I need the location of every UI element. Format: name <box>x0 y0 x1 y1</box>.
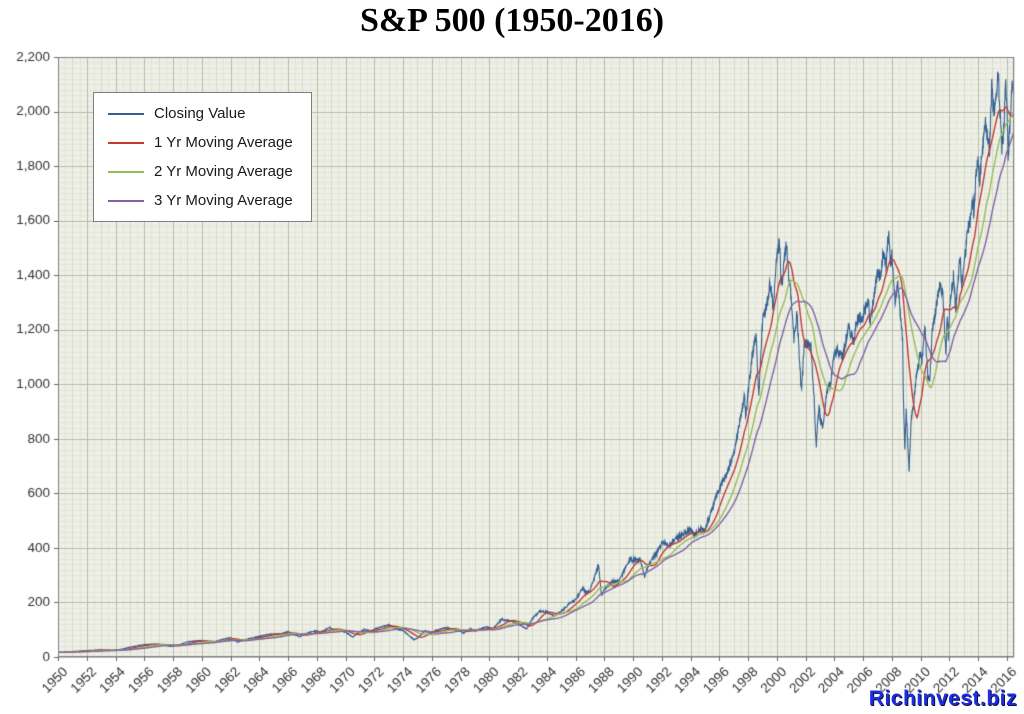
legend-label-3yr: 3 Yr Moving Average <box>154 192 293 209</box>
watermark: Richinvest.biz <box>868 687 1017 710</box>
legend-line-swatch-3yr <box>108 199 144 202</box>
chart-title: S&P 500 (1950-2016) <box>359 2 665 39</box>
legend-line-swatch-1yr <box>108 141 144 144</box>
legend-label-1yr: 1 Yr Moving Average <box>154 134 293 151</box>
legend-line-swatch-closing <box>108 112 144 115</box>
chart-legend: Closing Value 1 Yr Moving Average 2 Yr M… <box>93 92 312 222</box>
legend-label-closing: Closing Value <box>154 105 246 122</box>
legend-item-1yr-moving-average: 1 Yr Moving Average <box>108 134 293 151</box>
legend-item-closing-value: Closing Value <box>108 105 293 122</box>
legend-label-2yr: 2 Yr Moving Average <box>154 163 293 180</box>
legend-item-2yr-moving-average: 2 Yr Moving Average <box>108 163 293 180</box>
legend-line-swatch-2yr <box>108 170 144 173</box>
legend-item-3yr-moving-average: 3 Yr Moving Average <box>108 192 293 209</box>
